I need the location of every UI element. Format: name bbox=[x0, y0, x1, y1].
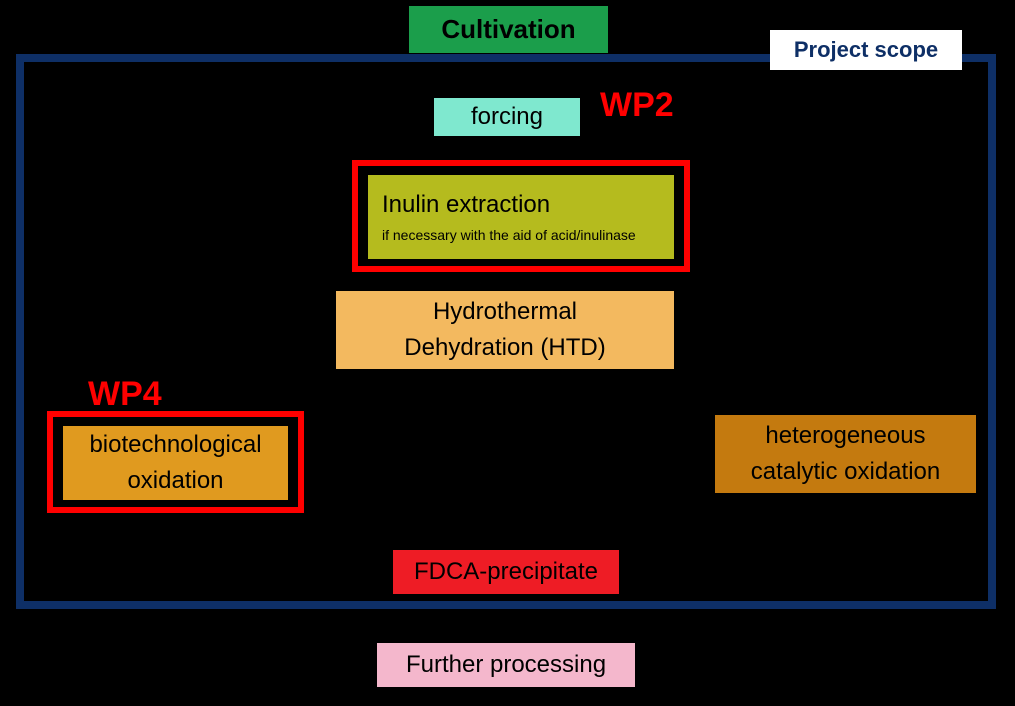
project-scope-text: Project scope bbox=[794, 37, 938, 63]
cultivation-text: Cultivation bbox=[441, 14, 575, 45]
wp2-highlight-box bbox=[352, 160, 690, 272]
node-forcing: forcing bbox=[432, 96, 582, 138]
node-heterocat: heterogeneous catalytic oxidation bbox=[714, 414, 977, 494]
heterocat-line1: heterogeneous bbox=[765, 418, 925, 454]
node-cultivation: Cultivation bbox=[408, 5, 609, 54]
node-further: Further processing bbox=[376, 642, 636, 688]
htd-line1: Hydrothermal bbox=[433, 294, 577, 330]
htd-line2: Dehydration (HTD) bbox=[404, 330, 605, 366]
wp4-highlight-box bbox=[47, 411, 304, 513]
wp4-label: WP4 bbox=[88, 375, 162, 414]
wp2-label: WP2 bbox=[600, 86, 674, 125]
project-scope-label: Project scope bbox=[770, 30, 962, 70]
further-text: Further processing bbox=[406, 651, 606, 679]
node-fdca: FDCA-precipitate bbox=[392, 549, 620, 595]
fdca-text: FDCA-precipitate bbox=[414, 558, 598, 586]
node-htd: Hydrothermal Dehydration (HTD) bbox=[335, 290, 675, 370]
forcing-text: forcing bbox=[471, 103, 543, 131]
heterocat-line2: catalytic oxidation bbox=[751, 454, 940, 490]
